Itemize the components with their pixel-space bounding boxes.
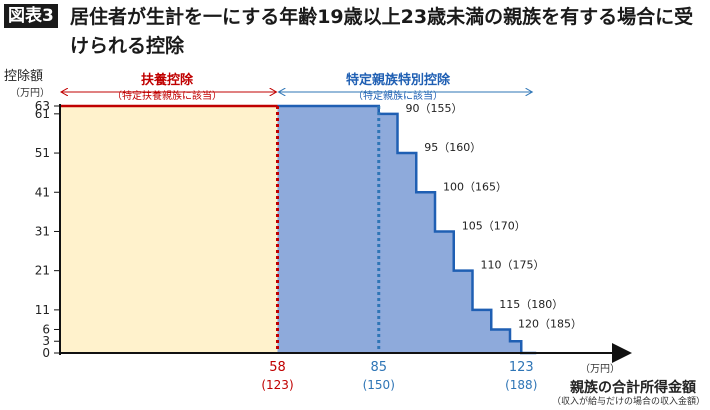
- y-axis-unit: （万円）: [10, 87, 50, 99]
- header: 図表3 居住者が生計を一にする年齢19歳以上23歳未満の親族を有する場合に受けら…: [0, 0, 710, 62]
- region-fuyou: [60, 106, 278, 353]
- x-tick-label: 58: [269, 360, 286, 375]
- x-axis-sublabel: （収入が給与だけの場合の収入金額）: [552, 395, 705, 407]
- step-label: 105（170）: [462, 219, 526, 232]
- step-label: 90（155）: [406, 102, 463, 115]
- y-tick-label: 0: [42, 346, 50, 360]
- step-label: 120（185）: [518, 317, 582, 330]
- step-label: 100（165）: [443, 180, 507, 193]
- step-label: 95（160）: [424, 141, 481, 154]
- step-line: [277, 104, 537, 355]
- region-sublabel-fuyou: （特定扶養親族に該当）: [112, 89, 222, 102]
- y-tick-label: 21: [35, 264, 50, 278]
- region-label-fuyou: 扶養控除: [141, 72, 194, 88]
- y-tick-label: 41: [35, 185, 50, 199]
- x-tick-label: 123: [509, 360, 534, 375]
- y-tick-label: 51: [35, 146, 50, 160]
- x-tick-sublabel: (150): [363, 378, 395, 392]
- x-axis-unit: （万円）: [580, 363, 620, 375]
- x-tick-sublabel: (188): [505, 378, 537, 392]
- x-tick-label: 85: [370, 360, 387, 375]
- page-title: 居住者が生計を一にする年齢19歳以上23歳未満の親族を有する場合に受けられる控除: [70, 6, 694, 57]
- x-tick-sublabel: (123): [261, 378, 293, 392]
- y-tick-label: 11: [35, 303, 50, 317]
- region-sublabel-tokutei: （特定親族に該当）: [353, 89, 443, 102]
- y-tick-label: 6: [42, 322, 50, 336]
- step-label: 115（180）: [499, 298, 563, 311]
- y-tick-label: 63: [35, 99, 50, 113]
- region-label-tokutei: 特定親族特別控除: [346, 72, 451, 88]
- y-tick-label: 31: [35, 224, 50, 238]
- x-axis-label: 親族の合計所得金額: [570, 379, 696, 396]
- y-tick-label: 3: [42, 334, 50, 348]
- figure-badge: 図表3: [4, 4, 58, 28]
- step-label: 110（175）: [481, 259, 545, 272]
- y-axis-label: 控除額: [4, 69, 43, 84]
- y-tick-label: 61: [35, 107, 50, 121]
